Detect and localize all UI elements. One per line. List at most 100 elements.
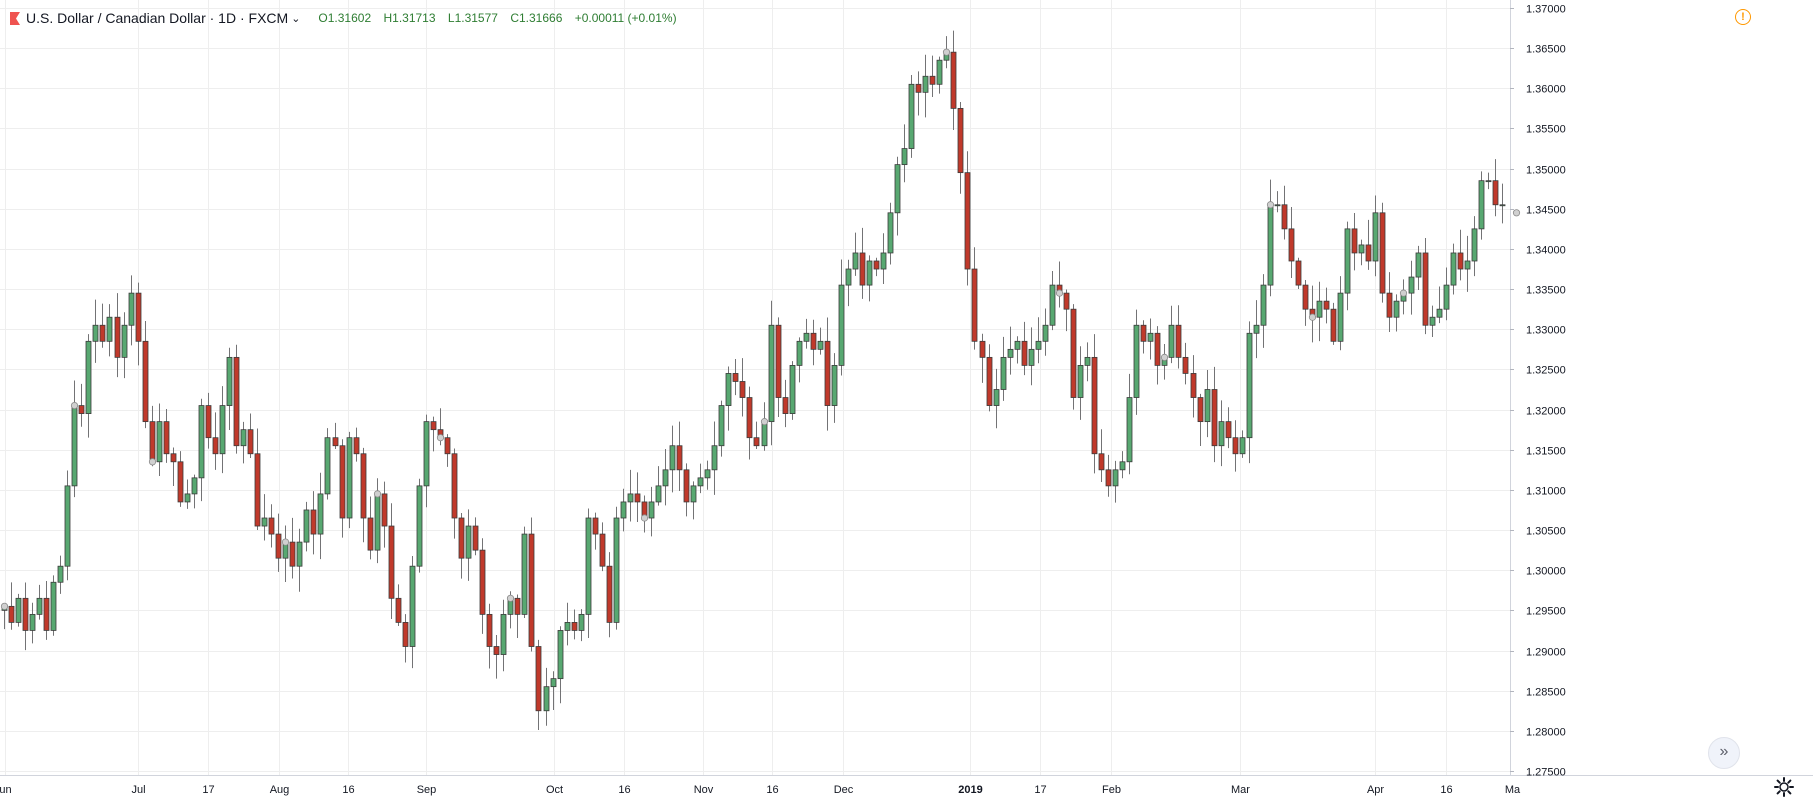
candle-body-down [1281,204,1288,230]
candle-body-down [381,493,388,527]
candle [521,526,528,618]
candle-body-down [514,597,521,615]
candle-body-down [1330,308,1337,342]
candle-body-down [275,533,282,559]
event-marker[interactable] [640,514,649,522]
candle [683,463,690,517]
event-marker[interactable] [281,538,290,546]
candle-body-down [1302,284,1309,310]
event-marker[interactable] [436,434,445,442]
candle-body-up [226,356,233,406]
candle [1049,271,1056,331]
candle [1211,366,1218,463]
event-marker[interactable] [1160,353,1169,361]
candle [571,609,578,640]
candle-body-up [1464,260,1471,270]
candle-body-up [817,340,824,350]
candle [409,556,416,669]
candle [1450,243,1457,295]
symbol-title[interactable]: U.S. Dollar / Canadian Dollar · 1D · FXC… [26,10,289,26]
y-tick-label: 1.33500 [1526,285,1566,297]
candle-body-down [915,83,922,93]
candle-body-up [92,324,99,342]
candle [416,478,423,573]
candle-body-up [1443,284,1450,310]
candle-body-up [71,405,78,487]
x-tick-label: 16 [1440,784,1452,796]
candle-body-down [1211,389,1218,447]
time-axis[interactable]: un Jul 17 Aug 16 Sep Oct 16 Nov 16 Dec 2019 17 Feb Mar… [0,784,1521,796]
candle-body-up [880,252,887,270]
candle [324,428,331,500]
candle [1400,279,1407,315]
candle-body-up [620,501,627,519]
event-marker[interactable] [1266,201,1275,209]
event-marker[interactable] [1308,313,1317,321]
y-tick-label: 1.32500 [1526,365,1566,377]
candle [500,599,507,672]
event-marker[interactable] [148,458,157,466]
candle-body-down [873,260,880,270]
candle-body-up [219,405,226,455]
candle-body-down [205,405,212,439]
candle [789,361,796,420]
event-marker[interactable] [760,418,769,426]
event-marker[interactable] [1399,289,1408,297]
candle-body-up [557,630,564,680]
candle-body-up [1133,324,1140,398]
chevron-down-icon[interactable]: ⌄ [291,12,301,25]
candle [648,486,655,537]
candle-body-up [1499,204,1506,207]
candle-body-down [1386,292,1393,318]
gear-icon[interactable] [1773,776,1795,798]
candle [1316,281,1323,342]
candle-body-down [22,597,29,631]
candle-body-down [268,517,275,535]
candle [1330,302,1337,345]
candle [514,594,521,638]
candle [353,427,360,462]
event-marker[interactable] [1512,209,1521,217]
candle-body-down [775,324,782,398]
candle-body-down [1457,252,1464,270]
candle [430,416,437,452]
y-tick-label: 1.34000 [1526,245,1566,257]
candle [1168,305,1175,364]
candle [226,347,233,431]
event-marker[interactable] [942,48,951,56]
event-marker[interactable] [70,401,79,410]
event-marker[interactable] [373,490,382,498]
candle [212,412,219,470]
candle-body-up [29,613,36,631]
y-tick-label: 1.31500 [1526,446,1566,458]
candle [282,525,289,582]
candle-body-down [1175,324,1182,358]
candle-body-down [634,493,641,503]
candle [796,337,803,383]
candle-body-down [254,453,261,527]
x-tick-label: Ma [1505,784,1521,796]
warning-icon[interactable]: ! [1735,9,1751,25]
candle-body-up [1084,356,1091,366]
price-axis[interactable]: 1.27500 1.28000 1.28500 1.29000 1.29500 1.300… [1510,4,1566,779]
candle-body-up [57,565,64,583]
candle [578,609,585,642]
ohlc-values: O1.31602 H1.31713 L1.31577 C1.31666 +0.0… [318,11,685,25]
candle [599,522,606,572]
scroll-to-realtime-button[interactable]: » [1708,737,1740,769]
event-marker[interactable] [506,594,515,602]
candle-body-up [768,324,775,423]
x-tick-label: 16 [766,784,778,796]
candle [852,232,859,276]
candle-body-down [472,525,479,551]
candle [1492,159,1499,217]
y-tick-label: 1.30500 [1526,526,1566,538]
candle [1028,327,1035,386]
candle [1429,305,1436,338]
candle [1267,179,1274,297]
y-tick-label: 1.35500 [1526,124,1566,136]
candle [922,54,929,118]
event-marker[interactable] [0,602,9,610]
event-marker[interactable] [1055,289,1064,297]
